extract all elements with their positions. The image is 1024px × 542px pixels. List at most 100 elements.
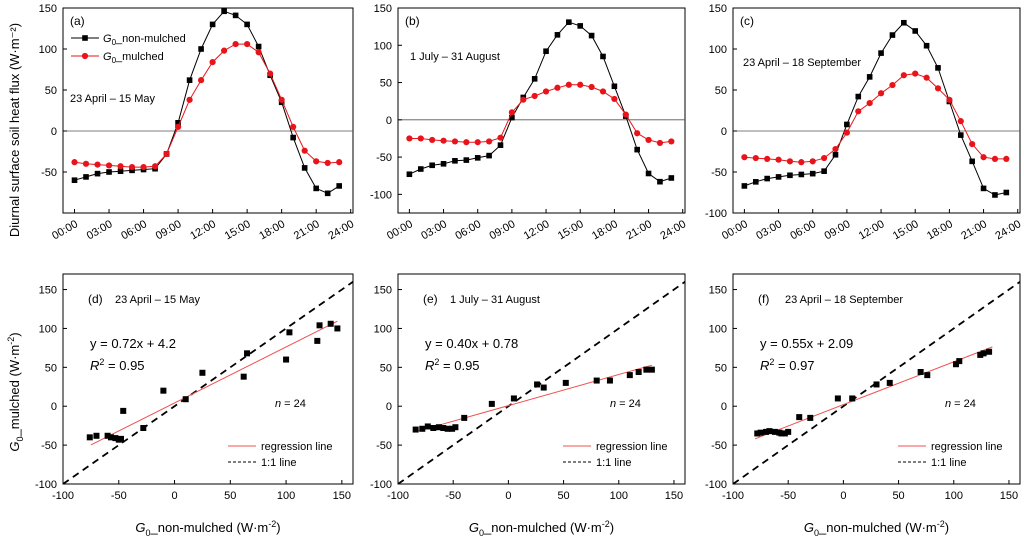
data-point [986,348,993,355]
y-tick-label: -50 [711,440,727,452]
data-point-mulched [786,158,794,165]
data-point [283,356,290,363]
legend-marker-non_mulched [82,35,88,41]
data-point-mulched [508,109,515,116]
y-tick-label: 100 [709,44,727,56]
y-tick-label: -100 [705,208,727,220]
legend-label-mulched: G0_mulched [103,51,164,65]
plot-frame [397,7,686,214]
plot-frame [62,7,354,214]
data-point [314,337,321,344]
data-point [796,414,803,421]
data-point-mulched [775,156,782,163]
data-point-non_mulched [752,179,759,185]
data-point-mulched [278,96,285,103]
panel-label: (c) [740,14,754,28]
data-point-mulched [94,161,101,168]
panel-label: (a) [70,14,85,28]
data-point [240,373,247,380]
data-point-mulched [634,130,641,137]
r-squared: R2 = 0.97 [760,357,815,373]
x-tick-label: 18:00 [590,218,620,242]
data-point-mulched [554,84,561,91]
data-point-mulched [474,139,481,146]
x-tick-label: -100 [387,490,409,502]
data-point-non_mulched [209,21,216,28]
data-point-mulched [417,135,424,142]
data-point-non_mulched [198,46,204,52]
x-tick-label: 50 [892,490,904,502]
y-tick-label: -50 [41,440,57,452]
data-point-mulched [798,159,805,166]
y-tick-label: -100 [370,479,392,491]
data-point-non_mulched [844,121,850,128]
data-point-non_mulched [313,185,319,192]
data-point-non_mulched [764,175,770,182]
x-tick-label: 24:00 [993,218,1023,242]
legend-label-regression: regression line [931,441,1003,453]
data-point-mulched [290,123,297,130]
regression-line [754,346,993,440]
legend-label-regression: regression line [261,441,333,453]
data-point-non_mulched [935,65,941,71]
y-tick-label: -50 [41,167,57,179]
data-point-mulched [163,150,170,158]
data-point-non_mulched [244,21,250,28]
data-point [917,369,924,375]
data-point-non_mulched [94,170,101,177]
one-to-one-line [63,280,353,484]
x-tick-label: 06:00 [788,218,818,242]
data-point [785,428,792,435]
data-point [771,428,778,435]
panel-label: (f) [758,292,769,306]
one-to-one-line [398,280,685,484]
panel-e: -100 -50 0 50 100 150 -100 -50 0 50 100 150 (e) 1 Jul… [370,273,686,502]
data-point-mulched [209,59,216,66]
panel-label: (b) [405,14,420,28]
data-point-mulched [980,154,987,161]
x-tick-label: 21:00 [624,218,654,242]
data-point-non_mulched [336,183,342,189]
data-point [510,395,517,402]
x-tick-label: 09:00 [488,218,518,242]
data-point-mulched [622,111,629,118]
data-point-mulched [599,88,607,95]
data-point [626,372,633,379]
data-point [643,366,650,373]
data-point-non_mulched [186,77,193,83]
legend-label-one-to-one: 1:1 line [261,457,296,469]
data-point-non_mulched [1003,189,1010,196]
sample-size: n = 24 [610,398,641,410]
data-point [562,379,569,386]
y-tick-label: 0 [51,126,57,138]
data-point [873,381,880,388]
series-line-non_mulched [744,22,1007,196]
x-tick-label: 06:00 [119,218,149,242]
panel-d: -100 -50 0 50 100 150 -100 -50 0 50 100 150 (d) 23 Ap… [35,273,354,502]
y-tick-label: 150 [709,3,727,15]
x-axis-title-f: G0_non-mulched (W·m-2) [804,519,949,538]
legend-label-one-to-one: 1:1 line [596,457,631,469]
data-point-non_mulched [657,178,663,185]
data-point-non_mulched [255,43,262,50]
data-point [112,435,119,442]
data-point [160,387,167,394]
x-tick-label: 24:00 [326,218,356,242]
panel-c: -100 -50 0 50 100 150 00:00 03:00 06:00 09:00 12:0… [705,3,1023,242]
data-point-mulched [497,134,504,141]
data-point [118,435,124,442]
data-point [763,428,770,435]
data-point [244,350,251,357]
data-point [834,395,841,402]
data-point-non_mulched [855,93,862,100]
data-point-mulched [151,163,159,170]
x-tick-label: 00:00 [720,218,750,242]
x-tick-label: 100 [945,490,963,502]
sample-size: n = 24 [945,398,976,410]
data-point-non_mulched [531,76,538,82]
data-point-non_mulched [301,165,308,171]
y-tick-label: -100 [370,189,392,201]
x-tick-label: 12:00 [188,218,218,242]
x-tick-label: 100 [277,490,295,502]
x-tick-label: 03:00 [85,218,115,242]
